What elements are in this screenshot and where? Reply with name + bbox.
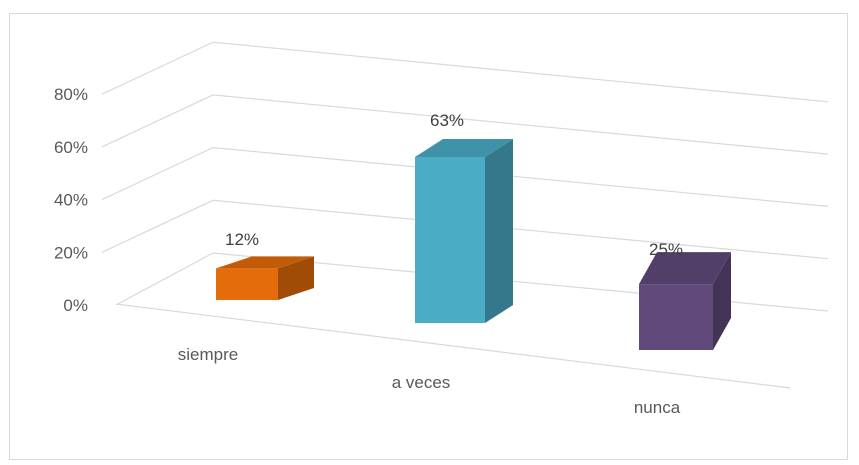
bars xyxy=(216,138,731,350)
bar-siempre xyxy=(216,256,314,300)
bar-side-face xyxy=(713,252,731,350)
x-axis-categories: siempre a veces nunca xyxy=(178,345,681,417)
category-label: a veces xyxy=(392,373,451,392)
gridline-0 xyxy=(115,252,829,312)
bar-a-veces xyxy=(415,138,513,323)
gridlines xyxy=(101,41,829,389)
data-labels: 12% 63% 25% xyxy=(225,111,683,259)
y-tick-label: 0% xyxy=(63,296,88,315)
y-tick-label: 20% xyxy=(54,243,88,262)
bar-front-face xyxy=(639,284,713,350)
gridline-3 xyxy=(101,94,829,155)
data-label: 12% xyxy=(225,230,259,249)
gridline-2 xyxy=(101,146,829,207)
y-axis-ticks: 0% 20% 40% 60% 80% xyxy=(54,85,88,315)
bar-top-face xyxy=(639,252,731,285)
bar-front-face xyxy=(415,156,485,323)
bar-nunca xyxy=(639,252,731,350)
data-label: 25% xyxy=(649,240,683,259)
bar-side-face xyxy=(485,138,513,323)
category-label: nunca xyxy=(634,398,681,417)
bar-front-face xyxy=(216,268,278,300)
bar-side-face xyxy=(278,256,314,300)
gridline-1 xyxy=(101,199,829,260)
bar-top-face xyxy=(415,138,513,157)
data-label: 63% xyxy=(430,111,464,130)
gridline-4 xyxy=(101,41,829,103)
y-tick-label: 40% xyxy=(54,191,88,210)
category-label: siempre xyxy=(178,345,238,364)
y-tick-label: 60% xyxy=(54,138,88,157)
bar-top-face xyxy=(216,256,314,269)
floor-front-edge xyxy=(115,303,791,389)
y-tick-label: 80% xyxy=(54,85,88,104)
